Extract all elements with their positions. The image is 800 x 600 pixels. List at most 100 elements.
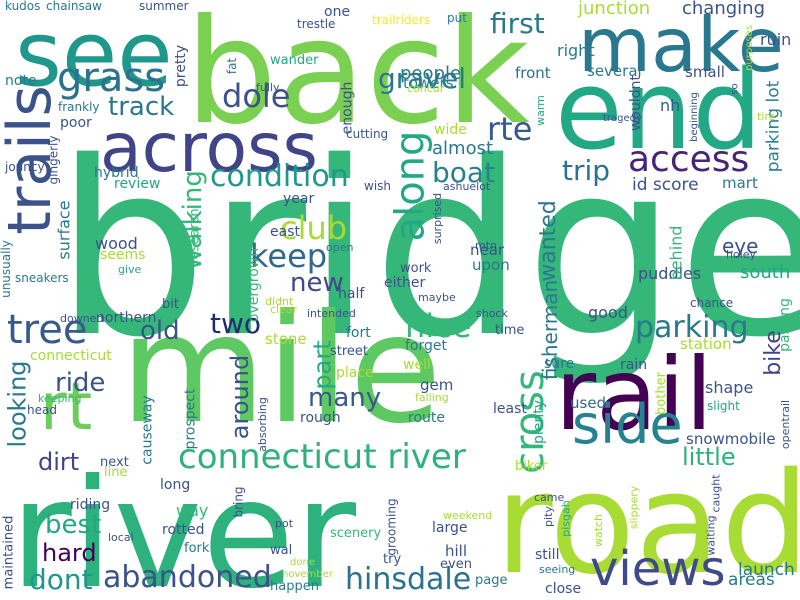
- word-fort: fort: [346, 325, 371, 341]
- word-opentrail: opentrail: [779, 399, 793, 450]
- word-done: done: [290, 557, 315, 568]
- word-best: best: [45, 510, 102, 540]
- word-holey: holey: [726, 248, 757, 261]
- word-keep: keep: [250, 237, 328, 275]
- word-fork: fork: [184, 541, 210, 556]
- word-boat: boat: [432, 156, 496, 189]
- word-fat: fat: [225, 57, 240, 75]
- word-new: new: [290, 268, 344, 298]
- word-research: research: [187, 207, 203, 265]
- word-little: little: [682, 443, 736, 471]
- word-rain: rain: [620, 357, 648, 373]
- word-poor: poor: [60, 115, 92, 131]
- word-review: review: [114, 176, 161, 192]
- word-gem: gem: [420, 376, 454, 394]
- word-wouldnt: wouldnt: [628, 74, 645, 132]
- word-concur: concur: [407, 82, 445, 95]
- word-small: small: [685, 63, 725, 81]
- word-page: page: [475, 573, 508, 588]
- word-waiting: waiting: [704, 514, 718, 556]
- word-good: good: [588, 303, 628, 322]
- word-keeping: keeping: [38, 392, 82, 405]
- word-puddles: puddles: [638, 264, 702, 283]
- word-caught: caught: [709, 473, 723, 513]
- word-maintained: maintained: [0, 515, 16, 589]
- word-bit: bit: [162, 297, 179, 312]
- word-road: road: [495, 443, 800, 600]
- word-watch: watch: [592, 513, 606, 548]
- word-november: november: [282, 569, 333, 580]
- word-looking: looking: [3, 359, 32, 448]
- word-wal: wal: [270, 543, 293, 558]
- word-launch: launch: [738, 560, 795, 580]
- word-give: give: [118, 263, 142, 276]
- word-behind: behind: [665, 225, 685, 280]
- word-views: views: [590, 541, 726, 597]
- word-parking: parking: [635, 310, 749, 345]
- word-weekend: weekend: [443, 509, 493, 522]
- word-absorbing: absorbing: [255, 397, 269, 452]
- word-wander: wander: [270, 53, 319, 68]
- word-didnt: didnt: [265, 295, 294, 308]
- word-maybe: maybe: [418, 291, 456, 304]
- word-used: used: [570, 394, 607, 412]
- word-connecticut-river: connecticut river: [178, 437, 466, 477]
- word-nh: nh: [660, 96, 681, 115]
- word-towers: towers: [403, 74, 454, 92]
- word-warm: warm: [533, 95, 547, 126]
- word-chainsaw: chainsaw: [46, 0, 102, 13]
- word-line: line: [104, 465, 128, 480]
- word-south: south: [740, 262, 791, 283]
- word-jouncy: jouncy: [5, 160, 45, 174]
- word-rail: rail: [555, 336, 713, 453]
- word-wide: wide: [434, 122, 467, 138]
- word-slight: slight: [707, 399, 740, 413]
- word-grass: grass: [57, 55, 166, 101]
- word-enough: enough: [338, 81, 355, 134]
- word-end: end: [555, 46, 763, 174]
- word-ashuelot: ashuelot: [443, 180, 491, 193]
- word-access: access: [628, 139, 750, 180]
- word-rough: rough: [300, 410, 341, 426]
- word-northern: northern: [96, 310, 157, 326]
- word-trestle: trestle: [297, 17, 336, 31]
- word-gravel: gravel: [378, 62, 467, 95]
- word-intended: intended: [307, 307, 356, 320]
- word-rte: rte: [487, 110, 533, 148]
- word-ruin: ruin: [760, 30, 792, 49]
- word-grooming: grooming: [384, 497, 399, 556]
- word-several: several: [587, 62, 642, 80]
- word-falling: falling: [415, 391, 449, 404]
- word-trip: trip: [562, 154, 611, 187]
- word-front: front: [515, 64, 551, 82]
- word-shock: shock: [476, 307, 508, 320]
- word-slippery: slippery: [626, 485, 640, 529]
- word-hard: hard: [42, 539, 97, 567]
- word-make: make: [578, 1, 784, 89]
- word-year: year: [283, 191, 315, 207]
- word-forget: forget: [405, 338, 447, 354]
- word-bridge: bridge: [55, 110, 800, 390]
- word-stone: stone: [265, 330, 307, 348]
- word-seems: seems: [100, 247, 146, 263]
- word-rt: rt: [40, 370, 93, 445]
- word-pretty: pretty: [173, 44, 190, 88]
- word-cutting: cutting: [346, 127, 389, 141]
- word-connecticut: connecticut: [30, 348, 112, 364]
- word-close: close: [545, 581, 582, 597]
- word-shape: shape: [705, 378, 754, 397]
- word-eye: eye: [722, 234, 759, 258]
- word-along: along: [386, 130, 433, 241]
- word-street: street: [330, 344, 369, 359]
- word-areas: areas: [728, 570, 775, 590]
- word-least: least: [493, 401, 527, 417]
- word-bother: bother: [653, 372, 669, 415]
- word-open: open: [326, 241, 354, 254]
- word-junction: junction: [578, 0, 651, 19]
- word-see: see: [15, 2, 173, 107]
- word-bring: bring: [231, 485, 246, 518]
- word-trailriders: trailriders: [372, 13, 431, 27]
- word-fully: fully: [256, 81, 280, 94]
- word-chance: chance: [690, 296, 734, 310]
- word-prospect: prospect: [181, 388, 198, 449]
